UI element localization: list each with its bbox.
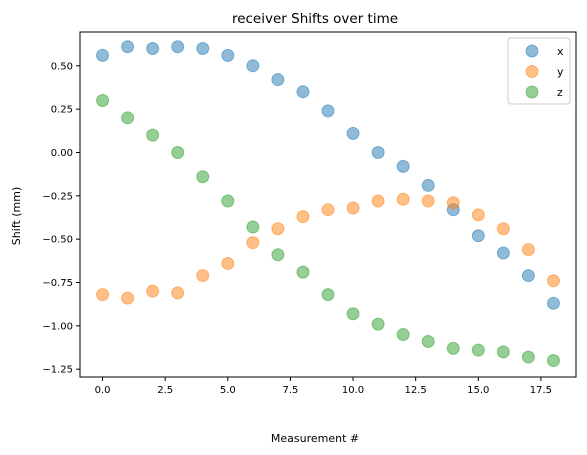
point-y-1 [121,291,135,305]
y-axis-label: Shift (mm) [10,187,23,246]
point-y-9 [321,203,335,217]
y-tick-label: 0.00 [51,148,73,159]
point-z-17 [521,350,535,364]
point-z-8 [296,265,310,279]
point-y-10 [346,201,360,215]
point-y-8 [296,210,310,224]
point-z-0 [96,93,110,107]
y-axis: 0.50 0.25 0.00 −0.25 −0.50 −0.75 −1.00 −1.25 [42,61,80,376]
point-y-14 [446,196,460,210]
y-tick-label: −0.75 [42,278,73,289]
point-z-12 [396,328,410,342]
point-z-4 [196,170,210,184]
y-tick-label: 0.50 [51,61,73,72]
point-x-2 [146,41,160,55]
point-x-4 [196,41,210,55]
point-y-15 [471,208,485,222]
point-z-3 [171,145,185,159]
legend-label-z: z [557,86,563,99]
point-x-6 [246,59,260,73]
point-z-16 [496,345,510,359]
x-tick-label: 2.5 [157,385,173,396]
plot-frame [79,31,577,378]
legend-marker-x [525,44,539,58]
legend-marker-z [525,85,539,99]
point-x-15 [471,229,485,243]
point-z-18 [546,354,560,368]
point-z-7 [271,248,285,262]
point-z-13 [421,334,435,348]
y-tick-label: 0.25 [51,105,73,116]
point-y-16 [496,222,510,236]
y-tick-label: −0.25 [42,191,73,202]
point-x-0 [96,48,110,62]
point-x-5 [221,48,235,62]
point-z-10 [346,307,360,321]
point-y-12 [396,192,410,206]
point-x-12 [396,159,410,173]
point-y-0 [96,288,110,302]
y-tick-label: −0.50 [42,235,73,246]
point-x-1 [121,40,135,54]
point-y-4 [196,269,210,283]
point-z-9 [321,288,335,302]
series-x [96,40,560,310]
x-tick-label: 7.5 [282,385,298,396]
legend-box [507,37,571,105]
x-axis: 0.0 2.5 5.0 7.5 10.0 12.5 15.0 17.5 [95,377,552,396]
x-tick-label: 5.0 [220,385,236,396]
x-axis-label: Measurement # [271,432,359,445]
x-tick-label: 10.0 [342,385,364,396]
point-x-8 [296,85,310,99]
point-y-6 [246,236,260,250]
point-x-11 [371,145,385,159]
point-z-15 [471,343,485,357]
point-y-5 [221,256,235,270]
point-x-9 [321,104,335,118]
point-z-6 [246,220,260,234]
point-y-3 [171,286,185,300]
point-z-1 [121,111,135,125]
point-y-11 [371,194,385,208]
x-tick-label: 0.0 [95,385,111,396]
legend-marker-y [525,65,539,78]
plot-area [96,40,560,368]
legend-label-x: x [557,45,564,58]
point-x-16 [496,246,510,260]
point-x-3 [171,40,185,54]
point-y-2 [146,284,160,298]
point-y-18 [546,274,560,288]
y-tick-label: −1.00 [42,321,73,332]
point-y-7 [271,222,285,236]
y-tick-label: −1.25 [42,365,73,376]
point-x-17 [521,269,535,283]
series-y [96,192,560,305]
point-x-10 [346,126,360,140]
x-tick-label: 17.5 [530,385,552,396]
point-z-5 [221,194,235,208]
point-x-13 [421,178,435,192]
legend-label-y: y [557,66,564,79]
point-z-11 [371,317,385,331]
x-tick-label: 15.0 [467,385,489,396]
x-tick-label: 12.5 [405,385,427,396]
chart-title: receiver Shifts over time [232,11,398,27]
point-z-14 [446,341,460,355]
legend: xyz [507,37,571,105]
point-y-17 [521,243,535,257]
point-z-2 [146,128,160,142]
series-z [96,93,560,368]
point-x-18 [546,296,560,310]
point-x-7 [271,73,285,87]
point-y-13 [421,194,435,208]
